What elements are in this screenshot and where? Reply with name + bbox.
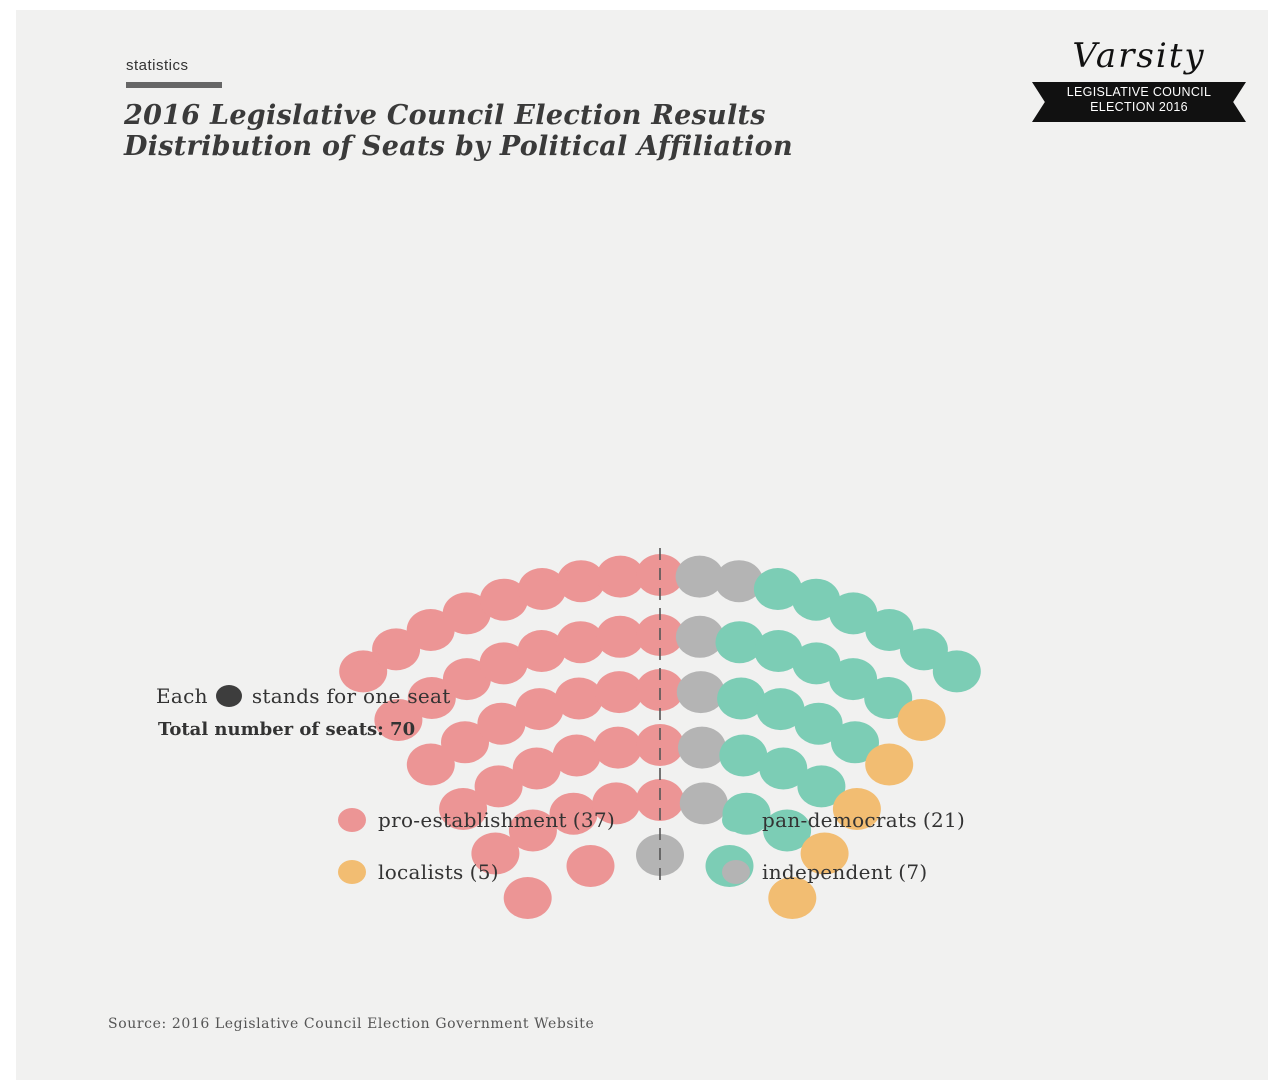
- seat-dot: [592, 782, 641, 825]
- seat-dot: [794, 702, 843, 745]
- legend-label: pro-establishment: [378, 808, 567, 832]
- seat-note-suffix: stands for one seat: [251, 684, 451, 708]
- seat-dot: [508, 809, 557, 852]
- seat-dot: [675, 615, 724, 658]
- seat-note: Each stands for one seat: [156, 684, 451, 708]
- seat-dot: [512, 747, 561, 790]
- seat-dot: [831, 721, 879, 764]
- legend-label: independent: [762, 860, 893, 884]
- seat-dot: [865, 743, 914, 786]
- seat-dot-icon: [215, 685, 242, 707]
- seat-dot: [518, 568, 567, 610]
- seat-dot: [339, 650, 388, 693]
- legend-swatch-localists: [338, 860, 366, 884]
- seat-dot: [407, 677, 456, 719]
- legend-swatch-pan-democrats: [722, 808, 750, 832]
- seat-dot: [374, 699, 423, 741]
- section-label: statistics: [126, 57, 189, 74]
- source-note: Source: 2016 Legislative Council Electio…: [108, 1016, 595, 1032]
- seat-dot: [406, 743, 455, 786]
- legend-item-independent: independent (7): [722, 860, 928, 890]
- brand-logo: Varsity LEGISLATIVE COUNCIL ELECTION 201…: [1032, 36, 1246, 122]
- seat-dot: [792, 642, 841, 685]
- seat-dot: [679, 782, 728, 825]
- total-seats-note: Total number of seats: 70: [158, 719, 416, 740]
- seat-dot: [442, 592, 491, 635]
- seat-dot: [503, 877, 552, 919]
- seat-dot: [829, 592, 878, 635]
- seat-dot: [406, 609, 455, 651]
- seat-note-prefix: Each: [156, 684, 208, 708]
- seat-dot: [596, 555, 645, 598]
- seat-dot: [763, 809, 812, 852]
- seat-dot: [566, 845, 615, 887]
- seat-dot: [557, 560, 605, 603]
- legend-count: (5): [469, 860, 499, 884]
- legend-count: (37): [572, 808, 616, 832]
- seat-dot: [636, 724, 684, 766]
- seat-dot: [675, 555, 724, 598]
- legend-label: pan-democrats: [762, 808, 917, 832]
- seat-dot: [829, 658, 878, 701]
- seat-dot: [756, 688, 805, 731]
- brand-ribbon-line-2: ELECTION 2016: [1090, 100, 1188, 114]
- seat-dot: [515, 688, 564, 731]
- seat-dot: [596, 615, 645, 658]
- seat-dot: [753, 568, 802, 610]
- seat-dot: [832, 788, 881, 830]
- seat-dot: [554, 677, 603, 720]
- seat-dot: [864, 677, 913, 719]
- seat-dot: [372, 628, 421, 671]
- brand-name: Varsity: [1072, 36, 1206, 76]
- seat-dot: [792, 578, 841, 621]
- legend-label: localists: [378, 860, 464, 884]
- seat-dot: [719, 734, 768, 777]
- seat-dot: [471, 832, 520, 875]
- title-line-2: Distribution of Seats by Political Affil…: [124, 131, 793, 162]
- seat-dot: [477, 702, 526, 745]
- legend-swatch-pro-establishment: [338, 808, 366, 832]
- legend-item-pro-establishment: pro-establishment (37): [338, 808, 615, 838]
- seat-dot: [717, 677, 766, 720]
- seat-dot: [865, 609, 914, 651]
- seat-dot: [897, 699, 946, 741]
- seat-dot: [517, 630, 566, 672]
- seat-dot: [797, 765, 846, 808]
- brand-ribbon: [1032, 82, 1246, 122]
- seat-dot: [595, 671, 644, 714]
- seat-dot: [768, 877, 817, 919]
- seat-dot: [715, 621, 764, 664]
- seat-dot: [715, 560, 763, 603]
- infographic-card: [16, 10, 1268, 1080]
- seat-dot: [678, 726, 726, 769]
- title-line-1: 2016 Legislative Council Election Result…: [124, 100, 766, 131]
- seat-dot: [479, 578, 528, 621]
- seat-dot: [899, 628, 948, 671]
- seat-dot: [439, 788, 488, 830]
- seat-dot: [676, 671, 725, 714]
- seat-dot: [441, 721, 489, 764]
- legend-item-localists: localists (5): [338, 860, 499, 890]
- legend-count: (21): [922, 808, 966, 832]
- brand-ribbon-line-1: LEGISLATIVE COUNCIL: [1066, 85, 1212, 99]
- seat-dot: [932, 650, 981, 693]
- seat-dot: [556, 621, 605, 664]
- seat-dot: [549, 792, 598, 835]
- legend-item-pan-democrats: pan-democrats (21): [722, 808, 965, 838]
- seat-dot: [442, 658, 491, 701]
- seat-dot: [552, 734, 601, 777]
- seat-dot: [754, 630, 803, 672]
- seat-dot: [479, 642, 528, 685]
- seat-dot: [800, 832, 849, 875]
- chart-title: 2016 Legislative Council Election Result…: [124, 100, 793, 162]
- section-divider: [126, 82, 222, 88]
- seat-dot: [474, 765, 523, 808]
- seat-dot: [759, 747, 808, 790]
- seat-dot: [594, 726, 642, 769]
- legend-count: (7): [898, 860, 928, 884]
- legend-swatch-independent: [722, 860, 750, 884]
